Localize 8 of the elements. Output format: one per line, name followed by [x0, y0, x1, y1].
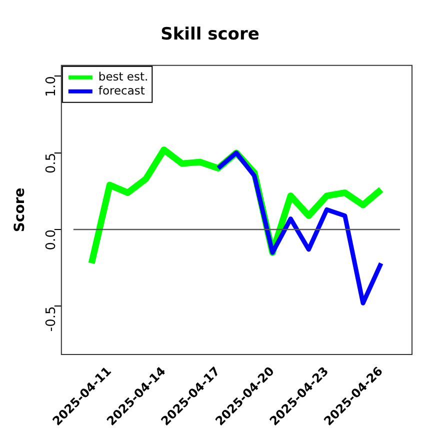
- y-axis-title: Score: [12, 188, 28, 232]
- y-tick-label: 0.5: [44, 152, 59, 174]
- y-tick-label: 0.0: [44, 230, 59, 250]
- legend-label: best est.: [98, 69, 148, 84]
- y-tick-label: -0.5: [44, 306, 59, 332]
- y-tick-label: 1.0: [44, 76, 59, 97]
- legend-label: forecast: [98, 83, 146, 98]
- chart-title: Skill score: [160, 24, 260, 45]
